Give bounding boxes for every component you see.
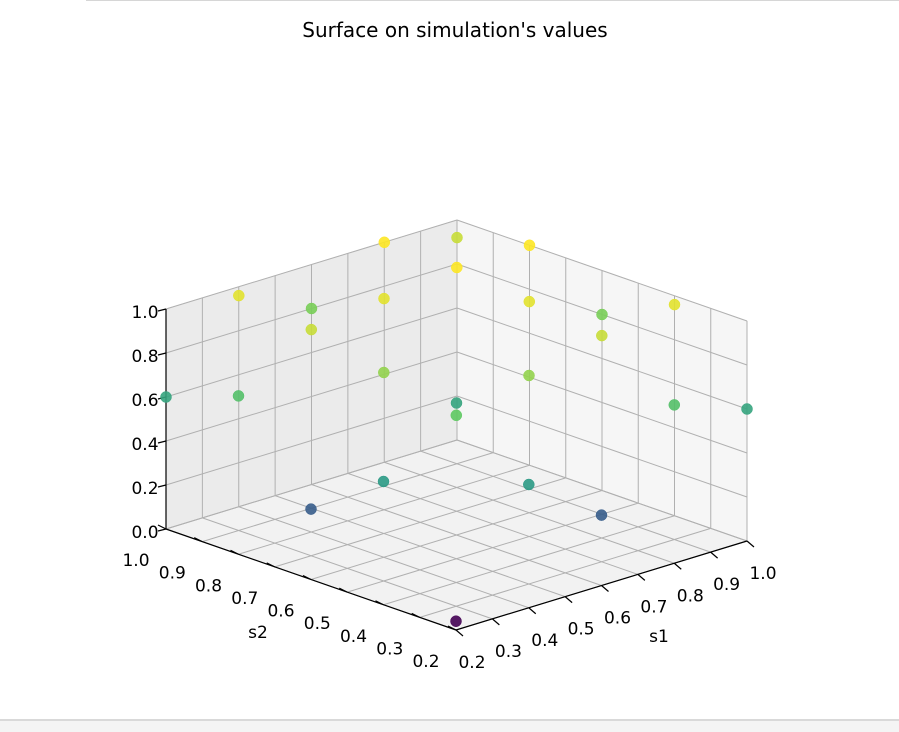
x-tick-label: 0.3 xyxy=(495,642,522,662)
grid-line-side-z xyxy=(456,351,748,454)
y-tick-mark xyxy=(157,524,167,530)
y-tick-label: 1.0 xyxy=(122,551,149,571)
grid-line-side-z xyxy=(456,219,748,322)
x-axis-label: s1 xyxy=(649,627,669,647)
grid-line-side-z xyxy=(456,439,748,542)
z-tick-label: 0.6 xyxy=(131,391,158,411)
data-point xyxy=(450,615,462,627)
x-tick-mark xyxy=(564,596,573,604)
x-tick-label: 0.6 xyxy=(604,609,631,629)
top-divider xyxy=(86,0,899,1)
z-tick-mark xyxy=(157,528,167,532)
y-tick-mark xyxy=(302,574,312,581)
grid-line-floor-y xyxy=(202,452,494,543)
grid-line-floor-y xyxy=(347,502,639,593)
y-tick-label: 0.7 xyxy=(231,589,258,609)
y-tick-mark xyxy=(266,562,276,568)
data-point xyxy=(596,329,608,342)
grid-line-side-z xyxy=(456,307,748,410)
data-point xyxy=(668,399,681,411)
x-tick-label: 0.9 xyxy=(713,575,740,595)
grid-line-floor-y xyxy=(419,527,711,618)
x-tick-mark xyxy=(491,618,500,626)
z-tick-label: 0.0 xyxy=(131,523,158,543)
y-tick-mark xyxy=(411,612,421,618)
data-point xyxy=(523,239,536,252)
y-tick-mark xyxy=(447,625,457,631)
z-tick-label: 0.8 xyxy=(131,347,158,367)
chart-title: Surface on simulation's values xyxy=(302,18,607,42)
data-points xyxy=(160,231,753,627)
x-tick-mark xyxy=(601,585,609,592)
x-tick-label: 0.4 xyxy=(531,631,558,651)
z-tick-label: 0.2 xyxy=(131,479,158,499)
data-point xyxy=(160,391,172,403)
grid-line-floor-y xyxy=(238,464,530,555)
data-point xyxy=(451,231,463,244)
data-point xyxy=(450,397,463,409)
grid-line-floor-y xyxy=(310,490,603,580)
data-point xyxy=(378,292,390,305)
x-tick-label: 0.2 xyxy=(458,653,485,673)
data-point xyxy=(233,289,245,302)
tick-marks xyxy=(157,308,755,637)
y-tick-mark xyxy=(230,549,239,555)
grid-line-back-z xyxy=(165,439,458,530)
data-point xyxy=(378,366,390,379)
tick-labels: 0.2 0.3 0.4 0.5 0.6 0.7 0.8 0.9 1.0 0.2 0.3 0.4 0.5 0… xyxy=(122,303,776,673)
z-tick-mark xyxy=(157,484,167,488)
data-point xyxy=(596,308,608,321)
y-tick-mark xyxy=(338,587,348,593)
z-tick-mark xyxy=(157,352,167,356)
z-tick-label: 0.4 xyxy=(131,435,158,455)
y-tick-label: 0.8 xyxy=(195,576,222,596)
data-point xyxy=(377,475,390,488)
x-tick-mark xyxy=(637,573,646,581)
grid-line-back-z xyxy=(165,307,458,398)
z-tick-label: 1.0 xyxy=(131,303,158,323)
grid-line-back-z xyxy=(165,395,458,486)
x-tick-label: 0.5 xyxy=(568,620,595,640)
y-tick-label: 0.4 xyxy=(340,627,367,647)
data-point xyxy=(450,409,463,422)
x-tick-mark xyxy=(455,629,464,637)
grid-line-floor-y xyxy=(383,515,675,606)
grid-lines xyxy=(165,219,748,631)
data-point xyxy=(305,503,317,515)
x-tick-mark xyxy=(673,562,682,570)
x-tick-mark xyxy=(746,540,755,548)
grid-line-back-z xyxy=(165,219,458,310)
y-tick-label: 0.9 xyxy=(159,564,186,584)
x-tick-label: 0.7 xyxy=(640,597,667,617)
grid-line-back-z xyxy=(165,351,458,442)
grid-line-floor-y xyxy=(274,477,566,568)
z-tick-mark xyxy=(157,308,167,312)
data-point xyxy=(305,302,318,315)
y-tick-label: 0.2 xyxy=(412,652,439,672)
y-tick-label: 0.3 xyxy=(376,639,403,659)
data-point xyxy=(523,295,536,308)
data-point xyxy=(595,509,608,521)
z-tick-mark xyxy=(157,440,167,444)
data-point xyxy=(232,390,245,402)
y-axis-label: s2 xyxy=(248,623,268,643)
data-point xyxy=(378,236,391,249)
y-tick-label: 0.6 xyxy=(267,602,294,622)
data-point xyxy=(523,478,535,491)
data-point xyxy=(523,369,535,382)
x-tick-mark xyxy=(710,551,719,559)
x-tick-label: 1.0 xyxy=(749,564,776,584)
data-point xyxy=(451,261,463,274)
x-tick-label: 0.8 xyxy=(677,586,704,606)
data-point xyxy=(305,323,318,336)
grid-line-side-z xyxy=(456,395,748,498)
y-tick-label: 0.5 xyxy=(304,614,331,634)
y-tick-mark xyxy=(193,537,203,543)
bottom-status-bar xyxy=(0,719,899,732)
y-tick-mark xyxy=(375,600,384,606)
data-point xyxy=(741,403,753,415)
x-tick-mark xyxy=(528,607,537,615)
data-point xyxy=(668,298,681,311)
